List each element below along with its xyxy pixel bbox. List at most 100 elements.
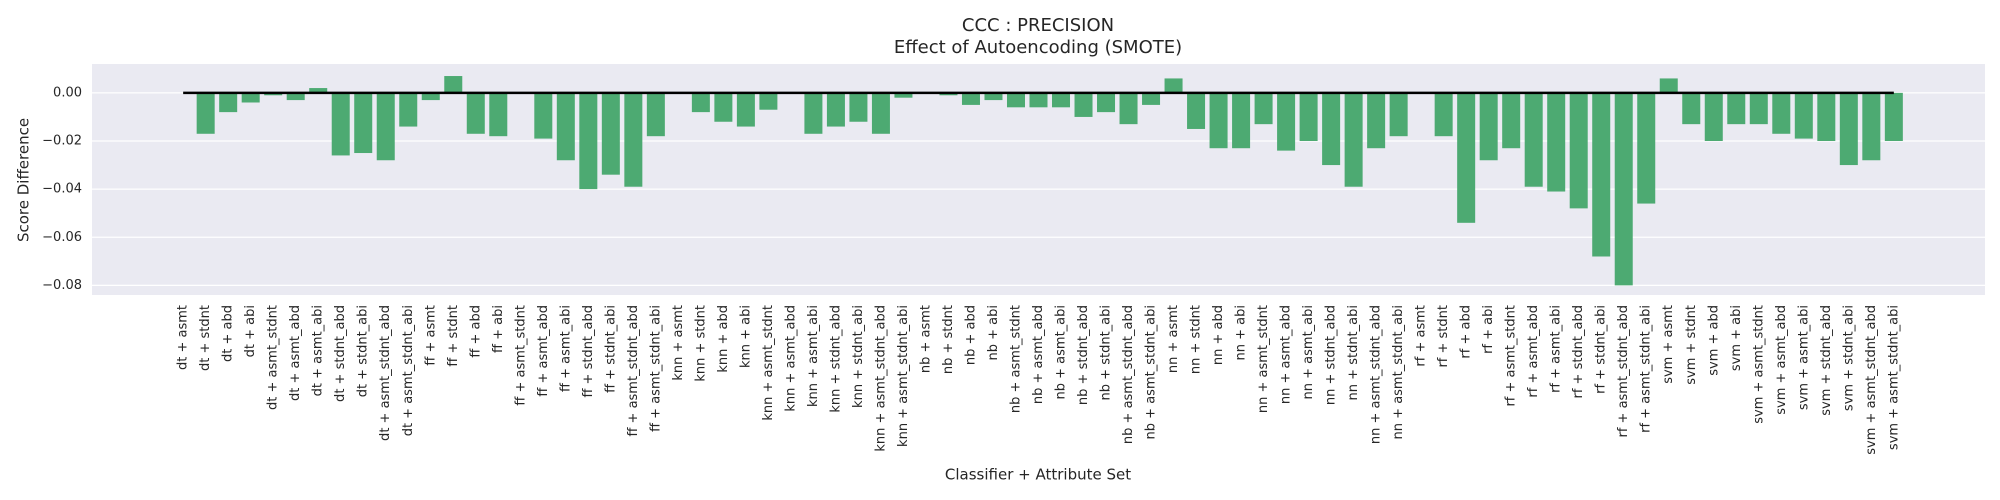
x-tick-label: svm + abd	[1706, 305, 1721, 376]
x-tick-label: knn + asmt_stdnt	[761, 305, 776, 421]
bar	[1682, 92, 1701, 125]
x-tick-label: ff + asmt_stdnt_abd	[626, 305, 641, 437]
x-tick-label: knn + abd	[716, 305, 731, 373]
chart-subtitle: Effect of Autoencoding (SMOTE)	[894, 37, 1182, 58]
x-tick-label: nb + asmt_stdnt_abd	[1121, 305, 1136, 444]
y-tick-label: −0.04	[42, 182, 82, 197]
x-tick-label: nb + asmt_abd	[1031, 305, 1046, 404]
bar	[219, 92, 238, 113]
bar	[1389, 92, 1408, 137]
y-axis-label: Score Difference	[15, 118, 33, 242]
x-tick-label: rf + abi	[1481, 305, 1496, 354]
x-tick-label: ff + asmt_abi	[558, 305, 573, 392]
bar	[1367, 92, 1386, 149]
bar	[376, 92, 395, 161]
bar	[714, 92, 733, 122]
x-tick-label: ff + asmt_stdnt_abi	[648, 305, 663, 432]
x-tick-label: dt + stdnt_abd	[333, 305, 348, 402]
x-tick-label: dt + asmt_stdnt_abd	[378, 305, 393, 441]
x-tick-label: nn + asmt_stdnt	[1256, 305, 1271, 413]
x-tick-label: svm + stdnt_abi	[1841, 305, 1856, 411]
bar	[1839, 92, 1858, 166]
x-tick-label: knn + stdnt_abd	[828, 305, 843, 413]
x-tick-label: dt + abd	[221, 305, 236, 362]
bar	[984, 92, 1003, 101]
bar	[1187, 92, 1206, 129]
x-axis-label: Classifier + Attribute Set	[945, 466, 1131, 484]
bar	[331, 92, 350, 156]
x-tick-label: svm + stdnt	[1684, 305, 1699, 385]
bar	[1772, 92, 1791, 134]
x-tick-label: nn + stdnt_abi	[1346, 305, 1361, 400]
bar	[1232, 92, 1251, 149]
bar	[1637, 92, 1656, 204]
x-tick-label: rf + asmt_stdnt_abd	[1616, 305, 1631, 438]
bar	[1254, 92, 1273, 125]
bar	[759, 92, 778, 110]
bar	[601, 92, 620, 175]
bar	[1704, 92, 1723, 141]
bar	[534, 92, 553, 139]
bar	[556, 92, 575, 161]
bar	[1592, 92, 1611, 257]
bar	[1344, 92, 1363, 187]
x-tick-label: nn + abi	[1234, 305, 1249, 360]
bar	[286, 92, 305, 101]
bar	[1479, 92, 1498, 161]
x-tick-label: dt + asmt_stdnt	[266, 305, 281, 410]
bar	[309, 88, 328, 93]
x-tick-label: rf + asmt	[1414, 305, 1429, 367]
bar	[1164, 78, 1183, 93]
x-tick-label: rf + stdnt_abi	[1594, 305, 1609, 394]
bar	[1659, 78, 1678, 93]
x-tick-label: svm + abi	[1729, 305, 1744, 371]
bar	[421, 92, 440, 101]
x-tick-label: rf + stdnt_abd	[1571, 305, 1586, 399]
y-tick-label: 0.00	[53, 85, 82, 100]
bar	[1434, 92, 1453, 137]
bar	[961, 92, 980, 105]
x-tick-label: ff + asmt	[423, 305, 438, 366]
x-tick-label: svm + asmt_abi	[1796, 305, 1811, 410]
x-tick-label: svm + asmt_stdnt	[1751, 305, 1766, 424]
bar	[894, 92, 913, 98]
x-tick-label: nn + asmt_abd	[1279, 305, 1294, 404]
x-tick-label: nb + stdnt_abi	[1099, 305, 1114, 400]
bar	[1817, 92, 1836, 141]
x-tick-label: nb + abi	[986, 305, 1001, 360]
bar	[241, 92, 260, 103]
y-tick-label: −0.08	[42, 278, 82, 293]
x-tick-label: dt + asmt_stdnt_abi	[401, 305, 416, 436]
bar	[1142, 92, 1161, 105]
x-tick-label: nn + asmt_abi	[1301, 305, 1316, 399]
bar	[1299, 92, 1318, 141]
bar	[1006, 92, 1025, 108]
bar	[354, 92, 373, 154]
x-tick-label: nb + stdnt	[941, 305, 956, 374]
bar	[1727, 92, 1746, 125]
bar	[444, 76, 463, 93]
bar	[1749, 92, 1768, 125]
bar	[871, 92, 890, 134]
x-tick-label: nn + asmt_stdnt_abi	[1391, 305, 1406, 439]
bar	[1277, 92, 1296, 151]
x-tick-label: svm + asmt_stdnt_abi	[1886, 305, 1901, 450]
x-tick-label: knn + asmt	[671, 305, 686, 381]
bar	[1097, 92, 1116, 113]
bar	[579, 92, 598, 190]
bar	[646, 92, 665, 137]
bar	[1569, 92, 1588, 209]
x-tick-label: dt + stdnt	[198, 305, 213, 371]
x-tick-label: dt + abi	[243, 305, 258, 357]
x-tick-label: nn + asmt_stdnt_abd	[1369, 305, 1384, 444]
bar	[399, 92, 418, 127]
x-tick-label: ff + stdnt_abd	[581, 305, 596, 398]
bar	[1502, 92, 1521, 149]
bar	[1209, 92, 1228, 149]
bar	[1862, 92, 1881, 161]
bar	[736, 92, 755, 127]
bar	[1614, 92, 1633, 286]
x-tick-label: ff + asmt_abd	[536, 305, 551, 397]
x-tick-label: ff + abi	[491, 305, 506, 353]
